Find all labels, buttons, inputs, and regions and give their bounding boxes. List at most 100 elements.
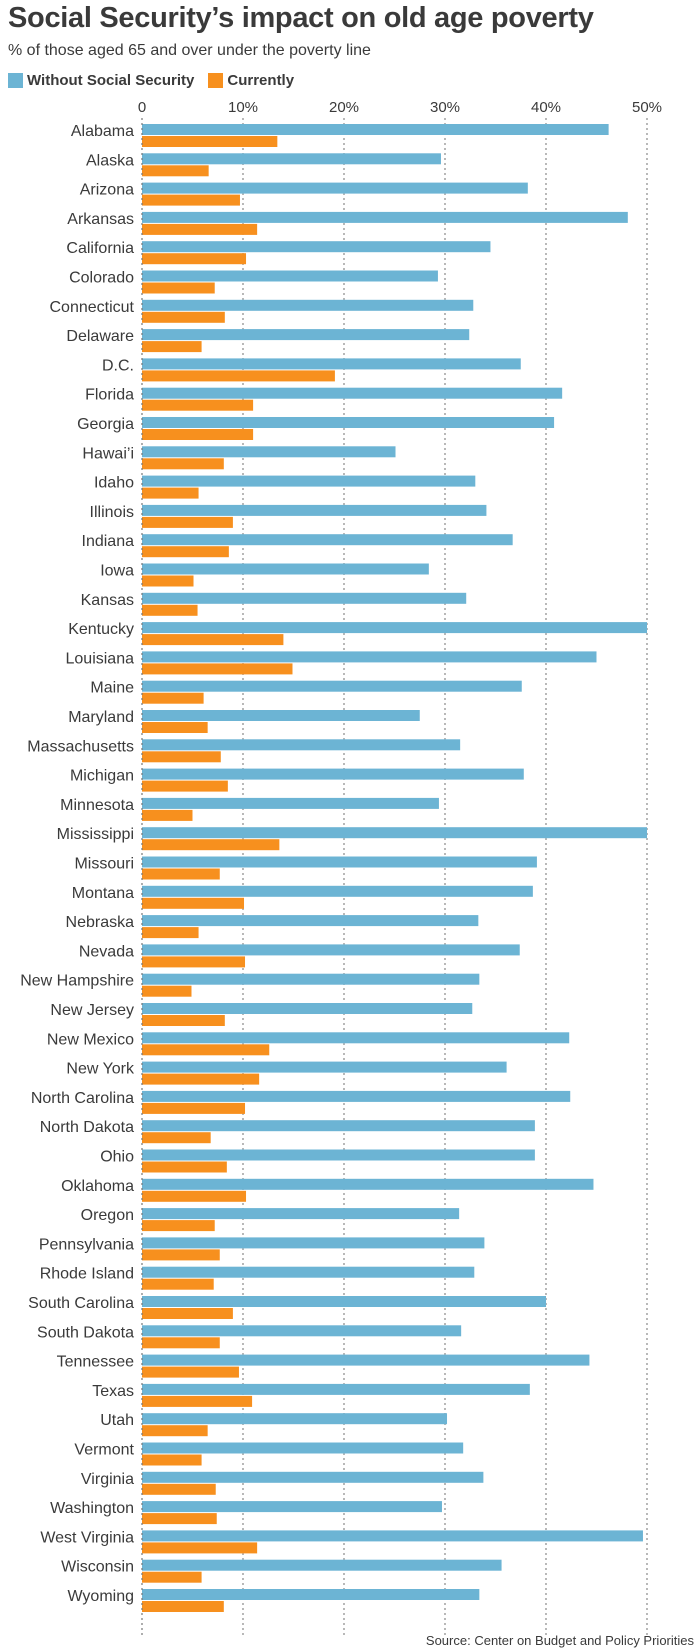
bar-without-tennessee (142, 1354, 590, 1366)
category-label-vermont: Vermont (74, 1442, 134, 1459)
bar-currently-virginia (142, 1483, 216, 1495)
category-label-california: California (66, 240, 134, 257)
bar-without-texas (142, 1383, 530, 1395)
bar-currently-north-carolina (142, 1102, 246, 1114)
bar-without-new-york (142, 1061, 507, 1073)
category-label-new-jersey: New Jersey (50, 1002, 134, 1019)
category-label-louisiana: Louisiana (66, 650, 135, 667)
chart-subtitle: % of those aged 65 and over under the po… (8, 42, 371, 59)
category-label-oregon: Oregon (81, 1207, 134, 1224)
bar-currently-montana (142, 897, 245, 909)
bar-currently-arkansas (142, 223, 258, 235)
category-label-utah: Utah (100, 1412, 134, 1429)
bar-without-indiana (142, 534, 513, 546)
bar-without-massachusetts (142, 739, 461, 751)
category-label-arizona: Arizona (80, 182, 134, 199)
bar-without-kansas (142, 592, 467, 604)
category-label-virginia: Virginia (81, 1471, 134, 1488)
bar-without-alabama (142, 124, 609, 135)
bar-without-utah (142, 1413, 448, 1425)
bar-without-oregon (142, 1208, 460, 1220)
category-label-new-mexico: New Mexico (47, 1031, 134, 1048)
bar-currently-kansas (142, 604, 198, 616)
category-label-iowa: Iowa (100, 563, 134, 580)
bar-currently-pennsylvania (142, 1249, 220, 1261)
bar-without-d-c (142, 358, 521, 370)
category-label-mississippi: Mississippi (57, 826, 134, 843)
bar-currently-maryland (142, 722, 208, 733)
category-label-texas: Texas (92, 1383, 134, 1400)
bar-without-washington (142, 1501, 442, 1513)
bar-currently-ohio (142, 1161, 227, 1173)
category-label-wyoming: Wyoming (67, 1588, 134, 1605)
category-label-rhode-island: Rhode Island (40, 1266, 134, 1283)
bar-without-hawai-i (142, 446, 396, 458)
x-tick-label: 40% (531, 99, 561, 116)
category-label-maryland: Maryland (68, 709, 134, 726)
legend: Without Social Security Currently (8, 70, 308, 90)
bar-currently-california (142, 253, 247, 265)
bar-currently-vermont (142, 1454, 202, 1466)
legend-label-without: Without Social Security (27, 71, 195, 89)
category-label-nevada: Nevada (79, 943, 134, 960)
bar-currently-missouri (142, 868, 220, 880)
source-note: Source: Center on Budget and Policy Prio… (425, 1633, 694, 1648)
bar-without-nebraska (142, 915, 479, 927)
category-label-florida: Florida (85, 387, 134, 404)
category-label-new-york: New York (66, 1061, 135, 1078)
category-label-d-c: D.C. (102, 357, 134, 374)
legend-item-currently: Currently (208, 72, 294, 89)
bar-without-colorado (142, 270, 438, 282)
bar-without-rhode-island (142, 1266, 475, 1278)
bar-currently-tennessee (142, 1366, 239, 1378)
category-label-ohio: Ohio (100, 1149, 134, 1166)
bar-currently-kentucky (142, 634, 284, 646)
bar-currently-georgia (142, 429, 254, 440)
bar-without-pennsylvania (142, 1237, 485, 1249)
bar-without-vermont (142, 1442, 464, 1454)
category-label-georgia: Georgia (77, 416, 134, 433)
x-tick-label: 50% (632, 99, 662, 116)
category-label-connecticut: Connecticut (50, 299, 135, 316)
bar-without-alaska (142, 153, 441, 165)
category-label-massachusetts: Massachusetts (27, 738, 134, 755)
bar-without-south-dakota (142, 1325, 462, 1337)
bar-currently-oregon (142, 1220, 215, 1232)
bar-without-ohio (142, 1149, 535, 1161)
bar-without-maryland (142, 710, 420, 721)
category-label-tennessee: Tennessee (57, 1354, 134, 1371)
bar-currently-new-jersey (142, 1015, 225, 1026)
category-label-north-carolina: North Carolina (31, 1090, 134, 1107)
bar-currently-arizona (142, 194, 240, 206)
bar-without-georgia (142, 417, 555, 428)
category-label-pennsylvania: Pennsylvania (39, 1236, 134, 1253)
bar-currently-massachusetts (142, 751, 221, 763)
bar-currently-wisconsin (142, 1571, 202, 1583)
category-label-arkansas: Arkansas (67, 211, 134, 228)
bar-currently-mississippi (142, 839, 280, 851)
bar-currently-alabama (142, 136, 278, 147)
bar-currently-nebraska (142, 927, 199, 939)
bar-currently-alaska (142, 165, 209, 177)
category-label-nebraska: Nebraska (66, 914, 135, 931)
bar-without-illinois (142, 504, 487, 516)
bar-currently-florida (142, 399, 254, 411)
bar-currently-wyoming (142, 1601, 224, 1612)
bar-without-mississippi (142, 827, 647, 839)
legend-swatch-currently (208, 72, 224, 88)
bar-without-connecticut (142, 299, 474, 311)
category-label-delaware: Delaware (66, 328, 134, 345)
bar-currently-maine (142, 692, 204, 704)
category-label-hawai-i: Hawai’i (82, 445, 134, 462)
bar-without-north-carolina (142, 1090, 571, 1102)
bar-currently-north-dakota (142, 1132, 211, 1144)
bar-currently-indiana (142, 546, 229, 558)
bar-without-california (142, 241, 491, 253)
x-tick-label: 30% (430, 99, 460, 116)
category-label-alaska: Alaska (86, 152, 134, 169)
category-label-wisconsin: Wisconsin (61, 1559, 134, 1576)
category-label-montana: Montana (72, 885, 134, 902)
bar-currently-texas (142, 1395, 253, 1407)
category-label-south-carolina: South Carolina (28, 1295, 134, 1312)
bar-without-montana (142, 885, 533, 897)
